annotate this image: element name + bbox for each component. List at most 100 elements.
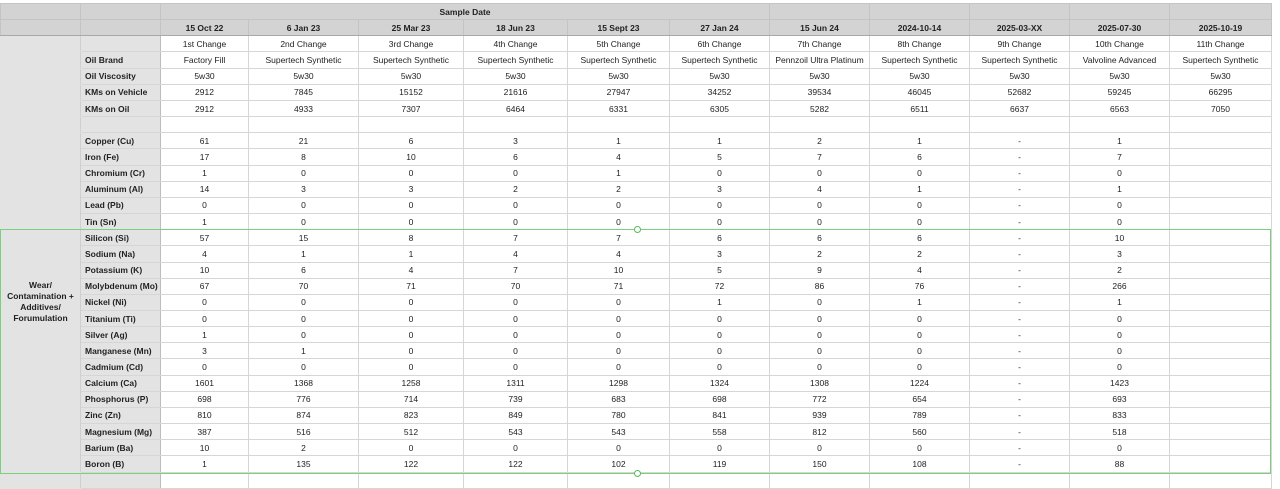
data-cell[interactable]: 0 [358,439,464,457]
data-cell[interactable]: 516 [248,423,359,441]
data-cell[interactable]: 10 [358,148,464,166]
data-cell[interactable]: 0 [669,326,770,344]
data-cell[interactable]: 10 [1069,229,1170,247]
row-group-cell[interactable] [0,83,81,101]
data-cell[interactable] [1169,358,1272,376]
data-cell[interactable] [869,116,970,134]
data-cell[interactable]: - [969,164,1070,182]
data-cell[interactable]: 0 [358,326,464,344]
data-cell[interactable]: 5 [669,261,770,279]
data-cell[interactable] [248,471,359,489]
data-cell[interactable]: 108 [869,455,970,473]
data-cell[interactable]: 0 [869,196,970,215]
data-cell[interactable]: 5w30 [160,67,249,85]
data-cell[interactable]: 0 [567,439,670,457]
data-cell[interactable]: - [969,342,1070,360]
data-cell[interactable] [160,471,249,489]
data-cell[interactable]: 119 [669,455,770,473]
element-label[interactable]: Nickel (Ni) [80,293,161,311]
data-cell[interactable]: 39534 [769,83,870,101]
data-cell[interactable]: 7 [769,148,870,166]
element-label[interactable]: Tin (Sn) [80,213,161,231]
element-label[interactable]: Chromium (Cr) [80,164,161,182]
row-label[interactable]: KMs on Oil [80,99,161,118]
data-cell[interactable]: 7307 [358,99,464,118]
corner-cell[interactable] [80,19,161,37]
data-cell[interactable]: 8 [248,148,359,166]
data-cell[interactable] [567,116,670,134]
data-cell[interactable]: - [969,196,1070,215]
data-cell[interactable]: 1298 [567,374,670,392]
data-cell[interactable]: 9th Change [969,35,1070,53]
data-cell[interactable]: 0 [567,213,670,231]
data-cell[interactable]: 0 [769,309,870,328]
data-cell[interactable]: Factory Fill [160,51,249,69]
data-cell[interactable]: 21616 [463,83,568,101]
data-cell[interactable]: 849 [463,406,568,425]
data-cell[interactable]: - [969,148,1070,166]
data-cell[interactable]: 4 [463,245,568,263]
data-cell[interactable] [1169,406,1272,425]
data-cell[interactable]: 1 [160,164,249,182]
element-label[interactable]: Manganese (Mn) [80,342,161,360]
data-cell[interactable]: 6563 [1069,99,1170,118]
data-cell[interactable]: 1 [869,132,970,150]
data-cell[interactable]: 0 [463,309,568,328]
data-cell[interactable]: 0 [1069,213,1170,231]
element-label[interactable]: Boron (B) [80,455,161,473]
data-cell[interactable]: - [969,293,1070,311]
data-cell[interactable] [1169,423,1272,441]
row-group-cell[interactable] [0,67,81,85]
element-label[interactable]: Copper (Cu) [80,132,161,150]
data-cell[interactable]: 2 [769,245,870,263]
element-label[interactable]: Sodium (Na) [80,245,161,263]
data-cell[interactable]: 67 [160,277,249,295]
data-cell[interactable]: 0 [160,358,249,376]
date-header[interactable]: 2025-03-XX [969,19,1070,37]
data-cell[interactable] [1169,132,1272,150]
data-cell[interactable]: 0 [1069,358,1170,376]
row-group-cell[interactable] [0,471,81,489]
data-cell[interactable]: 3 [669,245,770,263]
data-cell[interactable]: 7 [567,229,670,247]
data-cell[interactable]: 6464 [463,99,568,118]
data-cell[interactable]: 122 [463,455,568,473]
data-cell[interactable]: - [969,132,1070,150]
data-cell[interactable]: 4 [869,261,970,279]
header-cell[interactable] [1069,2,1170,21]
data-cell[interactable]: 0 [769,293,870,311]
data-cell[interactable]: 7 [463,229,568,247]
data-cell[interactable]: 0 [463,342,568,360]
data-cell[interactable]: 780 [567,406,670,425]
data-cell[interactable]: 0 [248,164,359,182]
data-cell[interactable]: 71 [358,277,464,295]
data-cell[interactable] [358,471,464,489]
data-cell[interactable] [1169,374,1272,392]
data-cell[interactable]: 6 [358,132,464,150]
data-cell[interactable]: 1 [669,132,770,150]
element-label[interactable]: Phosphorus (P) [80,390,161,408]
data-cell[interactable]: 6511 [869,99,970,118]
data-cell[interactable]: 122 [358,455,464,473]
data-cell[interactable] [669,116,770,134]
data-cell[interactable]: 10 [160,439,249,457]
element-label[interactable]: Molybdenum (Mo) [80,277,161,295]
data-cell[interactable]: 0 [869,309,970,328]
data-cell[interactable]: 5w30 [1169,67,1272,85]
data-cell[interactable]: 0 [669,309,770,328]
data-cell[interactable]: 14 [160,180,249,198]
data-cell[interactable]: 0 [869,342,970,360]
data-cell[interactable]: 0 [160,309,249,328]
data-cell[interactable]: 8 [358,229,464,247]
data-cell[interactable]: 7845 [248,83,359,101]
data-cell[interactable]: 810 [160,406,249,425]
data-cell[interactable]: 0 [463,439,568,457]
data-cell[interactable] [1169,148,1272,166]
element-label[interactable]: Zinc (Zn) [80,406,161,425]
data-cell[interactable]: 5w30 [969,67,1070,85]
data-cell[interactable]: Supertech Synthetic [248,51,359,69]
data-cell[interactable]: 776 [248,390,359,408]
data-cell[interactable]: 6 [869,148,970,166]
data-cell[interactable]: 52682 [969,83,1070,101]
data-cell[interactable]: 1 [567,132,670,150]
